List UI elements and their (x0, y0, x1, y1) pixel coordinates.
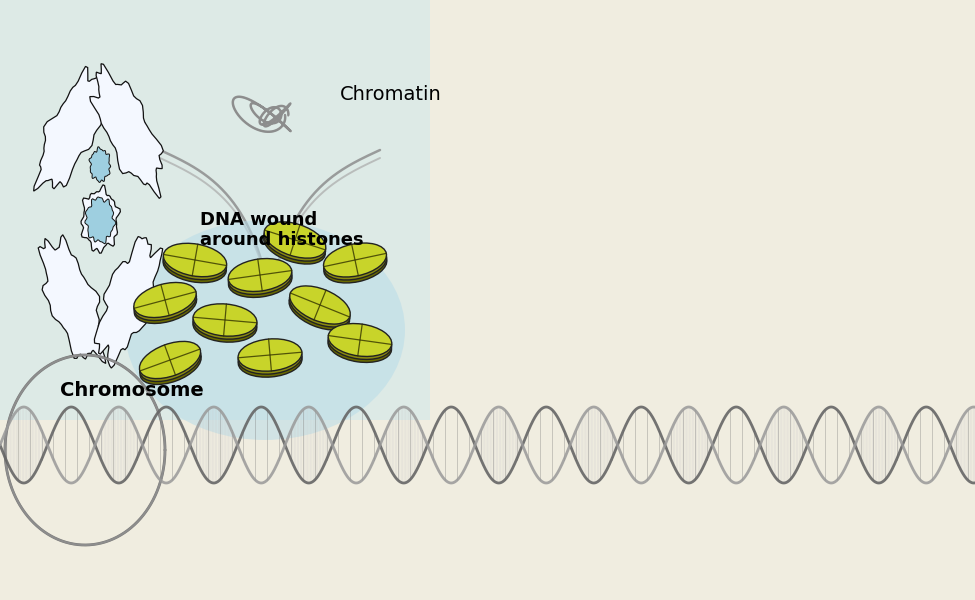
Ellipse shape (228, 262, 292, 295)
Ellipse shape (140, 347, 201, 385)
Ellipse shape (228, 265, 292, 298)
Ellipse shape (125, 220, 405, 440)
Ellipse shape (134, 286, 196, 320)
Ellipse shape (324, 246, 387, 280)
Ellipse shape (238, 342, 302, 374)
Ellipse shape (289, 292, 350, 330)
Ellipse shape (324, 249, 387, 283)
Ellipse shape (329, 326, 392, 359)
Polygon shape (38, 235, 105, 364)
Ellipse shape (238, 345, 302, 377)
Ellipse shape (163, 246, 226, 280)
Ellipse shape (193, 307, 256, 339)
Ellipse shape (139, 341, 201, 379)
Ellipse shape (135, 289, 197, 323)
Ellipse shape (163, 249, 226, 283)
Text: DNA wound
around histones: DNA wound around histones (200, 211, 364, 250)
Ellipse shape (134, 283, 196, 317)
Ellipse shape (193, 304, 256, 336)
Ellipse shape (290, 289, 350, 327)
Text: Chromatin: Chromatin (340, 85, 442, 104)
Ellipse shape (329, 323, 392, 356)
Bar (0, 0, 430, 420)
Ellipse shape (324, 243, 386, 277)
Polygon shape (85, 197, 116, 244)
Ellipse shape (238, 339, 302, 371)
Ellipse shape (164, 243, 226, 277)
Text: Chromosome: Chromosome (60, 380, 204, 400)
Ellipse shape (264, 225, 326, 261)
Ellipse shape (139, 344, 201, 382)
Ellipse shape (228, 259, 292, 292)
Polygon shape (34, 67, 110, 191)
Ellipse shape (328, 329, 392, 362)
Ellipse shape (263, 228, 326, 264)
Polygon shape (81, 185, 120, 253)
Polygon shape (95, 236, 163, 368)
Polygon shape (89, 147, 111, 182)
Ellipse shape (290, 286, 350, 324)
Ellipse shape (193, 310, 256, 342)
Polygon shape (90, 64, 164, 199)
Ellipse shape (264, 222, 326, 258)
